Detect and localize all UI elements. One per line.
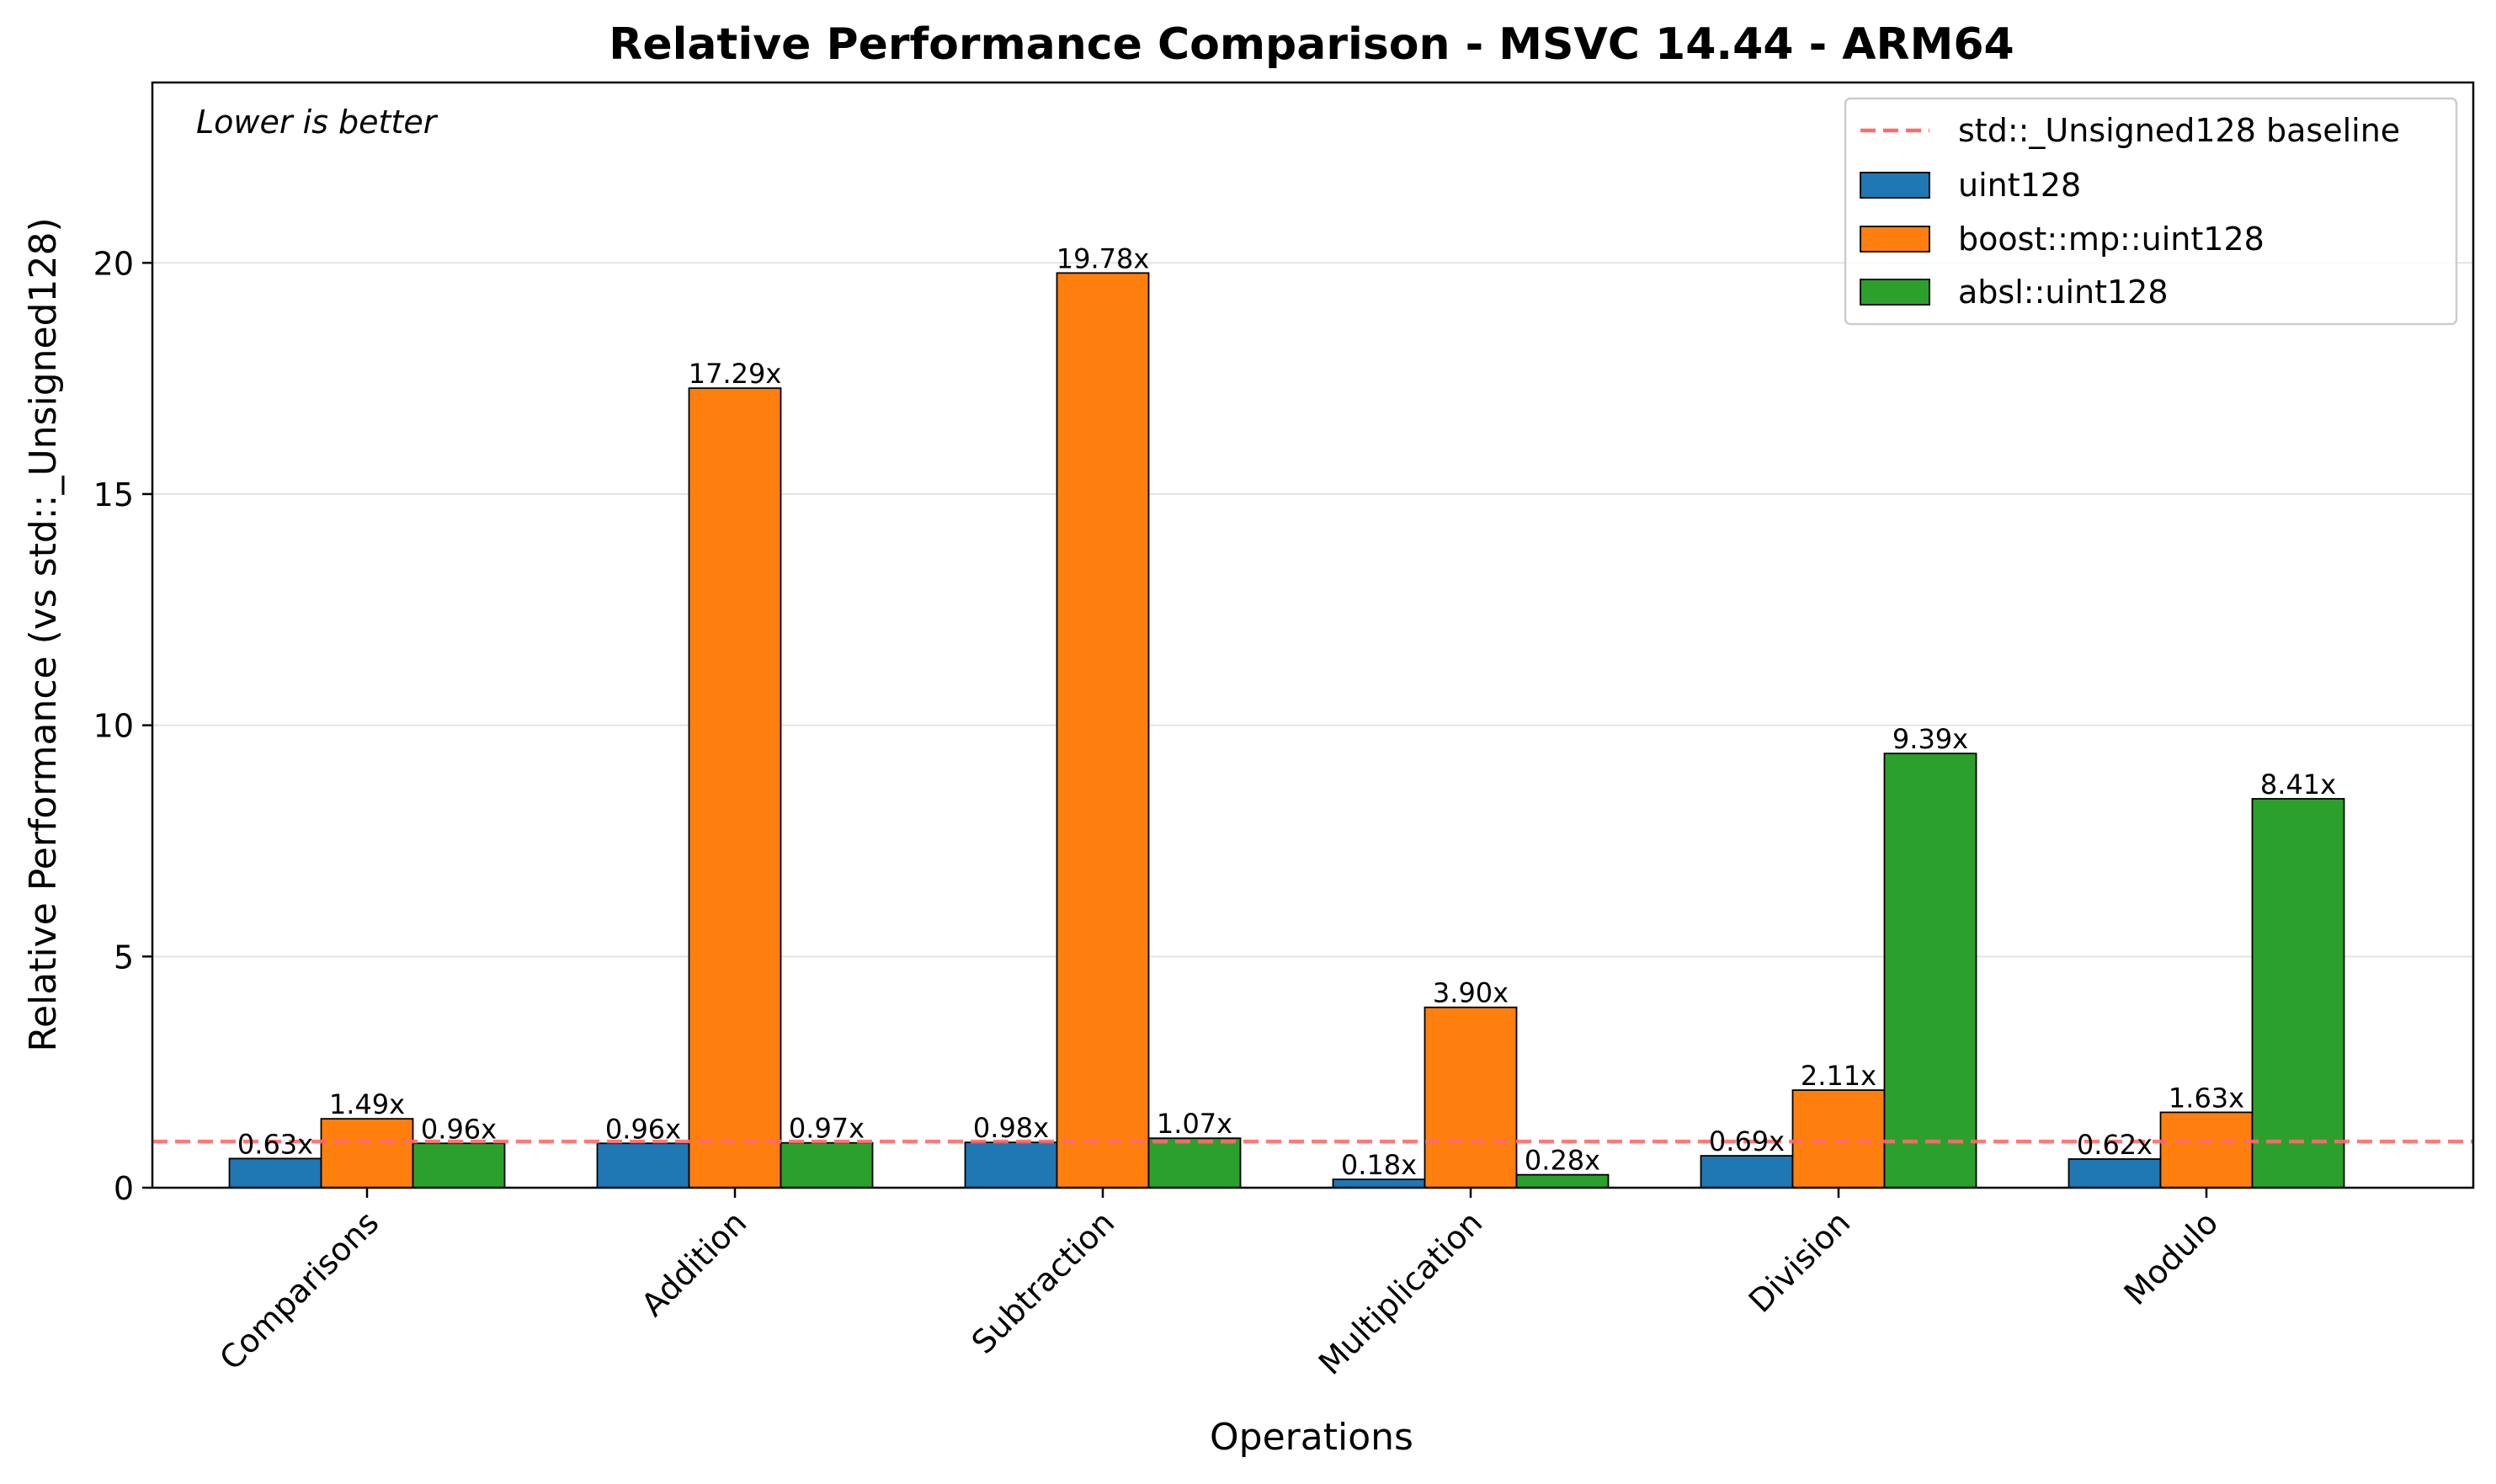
bar-absl-uint128-division: [1883, 753, 1977, 1189]
bar-boost-mp-uint128-multiplication: [1424, 1006, 1518, 1189]
x-tick-label: Division: [1742, 1204, 1858, 1320]
y-tick-label: 20: [93, 245, 134, 282]
bar-value-label: 9.39x: [1892, 723, 1968, 755]
bar-boost-mp-uint128-addition: [688, 387, 782, 1189]
bar-boost-mp-uint128-modulo: [2159, 1111, 2254, 1189]
bar-value-label: 0.63x: [237, 1128, 313, 1160]
x-tick-label: Multiplication: [1312, 1204, 1489, 1381]
y-tick-label: 5: [114, 939, 134, 976]
y-tick-label: 10: [93, 708, 134, 745]
x-tick-label: Subtraction: [965, 1204, 1122, 1361]
bar-uint128-modulo: [2068, 1158, 2162, 1189]
legend-label-boost-mp-uint128: boost::mp::uint128: [1958, 221, 2264, 258]
bar-value-label: 0.98x: [973, 1112, 1049, 1144]
y-tick-label: 15: [93, 476, 134, 513]
bar-value-label: 0.62x: [2077, 1129, 2153, 1161]
bar-value-label: 0.96x: [605, 1113, 681, 1145]
bar-boost-mp-uint128-division: [1791, 1089, 1886, 1189]
bar-absl-uint128-addition: [780, 1141, 874, 1189]
annotation-text: Lower is better: [196, 104, 439, 141]
legend-swatch-boost-mp-uint128: [1860, 226, 1930, 253]
y-axis-title: Relative Performance (vs std::_Unsigned1…: [22, 217, 65, 1051]
x-axis-title: Operations: [1210, 1416, 1413, 1459]
bars: [228, 272, 2345, 1189]
bar-labels: 0.63x 1.49x 0.96x 0.96x 17.29x 0.97x 0.98x 19.7…: [237, 242, 2336, 1181]
bar-value-label: 0.18x: [1341, 1149, 1417, 1181]
legend-label-baseline: std::_Unsigned128 baseline: [1958, 112, 2400, 149]
y-axis: 0 5 10 15 20: [93, 245, 152, 1207]
bar-value-label: 2.11x: [1801, 1060, 1876, 1092]
bar-value-label: 8.41x: [2260, 769, 2336, 801]
legend-label-absl-uint128: absl::uint128: [1958, 274, 2169, 311]
bar-value-label: 1.63x: [2169, 1082, 2244, 1114]
bar-uint128-addition: [596, 1142, 690, 1189]
legend-box: [1844, 97, 2458, 326]
bar-uint128-comparisons: [228, 1157, 322, 1189]
bar-uint128-division: [1700, 1155, 1794, 1189]
chart-title: Relative Performance Comparison - MSVC 1…: [609, 19, 2014, 70]
bar-absl-uint128-comparisons: [412, 1142, 506, 1189]
legend-swatch-uint128: [1860, 172, 1930, 199]
bar-uint128-subtraction: [964, 1141, 1058, 1189]
legend: std::_Unsigned128 baselineuint128boost::…: [1844, 97, 2458, 326]
bar-value-label: 19.78x: [1056, 242, 1150, 274]
x-tick-label: Comparisons: [212, 1204, 386, 1377]
bar-value-label: 0.97x: [789, 1113, 865, 1145]
bar-boost-mp-uint128-comparisons: [320, 1118, 414, 1189]
bar-value-label: 1.49x: [329, 1088, 405, 1120]
x-tick-label: Addition: [634, 1204, 753, 1323]
bar-value-label: 0.69x: [1709, 1125, 1785, 1157]
x-axis: Comparisons Addition Subtraction Multiplica…: [212, 1188, 2225, 1382]
bar-boost-mp-uint128-subtraction: [1056, 272, 1150, 1189]
bar-absl-uint128-subtraction: [1147, 1137, 1242, 1189]
bar-absl-uint128-multiplication: [1515, 1173, 1610, 1189]
x-tick-label: Modulo: [2117, 1204, 2226, 1312]
bar-value-label: 17.29x: [689, 358, 782, 390]
y-tick-label: 0: [114, 1170, 134, 1207]
plot-frame: [151, 81, 2475, 1189]
legend-label-uint128: uint128: [1958, 167, 2081, 204]
bar-value-label: 3.90x: [1433, 977, 1509, 1009]
bar-value-label: 0.28x: [1525, 1145, 1600, 1177]
grid-lines: [152, 262, 2473, 958]
bar-value-label: 1.07x: [1157, 1108, 1232, 1140]
legend-swatch-absl-uint128: [1860, 279, 1930, 306]
bar-value-label: 0.96x: [421, 1113, 497, 1145]
bar-absl-uint128-modulo: [2251, 798, 2345, 1189]
